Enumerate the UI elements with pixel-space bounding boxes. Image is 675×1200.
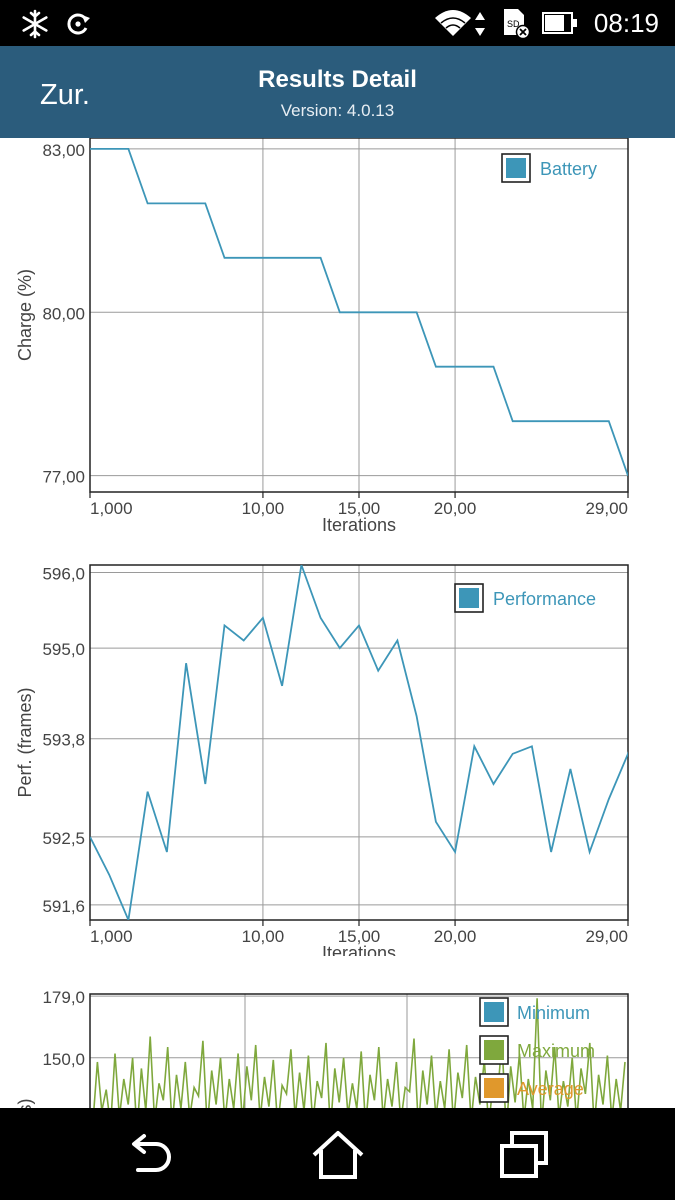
page-title: Results Detail (258, 66, 417, 93)
series-line (90, 565, 628, 920)
plot-frame (89, 564, 629, 921)
y-tick-label: 77,00 (42, 468, 85, 487)
x-tick-label: 1,000 (90, 499, 133, 518)
wifi-icon (435, 10, 471, 36)
y-tick-label: 80,00 (42, 304, 85, 323)
legend-label: Battery (540, 159, 597, 179)
charts-scroll-area[interactable]: 83,00 80,00 77,00 1,000 10,00 15,00 20,00 29,00… (0, 138, 675, 1108)
sd-card-icon: SD (504, 9, 531, 39)
x-tick-label: 29,00 (585, 927, 628, 946)
app-bar: Zur. Results Detail Version: 4.0.13 (0, 46, 675, 138)
performance-chart: 596,0 595,0 593,8 592,5 591,6 1,000 10,00 15,00… (15, 564, 629, 956)
x-tick-label: 20,00 (434, 499, 477, 518)
battery-icon (542, 12, 577, 34)
y-axis-title: Charge (%) (15, 269, 35, 361)
legend-label: Minimum (517, 1003, 590, 1023)
data-arrows-icon (475, 12, 485, 36)
navigation-bar (0, 1108, 675, 1200)
legend-swatch (484, 1078, 504, 1098)
y-tick-label: 591,6 (42, 897, 85, 916)
y-tick-label: 592,5 (42, 829, 85, 848)
plot-frame (89, 993, 629, 1108)
x-tick-label: 1,000 (90, 927, 133, 946)
legend-label: Average (517, 1079, 584, 1099)
sync-icon (67, 13, 90, 35)
x-tick-label: 10,00 (242, 927, 285, 946)
y-tick-label: 596,0 (42, 565, 85, 584)
series-line-maximum (93, 998, 626, 1108)
x-tick-label: 10,00 (242, 499, 285, 518)
svg-text:SD: SD (507, 19, 520, 29)
clock: 08:19 (593, 8, 659, 38)
legend-swatch (484, 1002, 504, 1022)
x-tick-label: 15,00 (338, 499, 381, 518)
x-tick-label: 20,00 (434, 927, 477, 946)
y-tick-label: 593,8 (42, 731, 85, 750)
back-nav-icon[interactable] (122, 1130, 178, 1180)
frame-rate-chart: 179,0 150,0 s) Minimum Maximum Average (15, 988, 629, 1109)
x-tick-label: 15,00 (338, 927, 381, 946)
home-nav-icon[interactable] (310, 1130, 366, 1180)
legend-swatch (459, 588, 479, 608)
version-label: Version: 4.0.13 (280, 101, 395, 120)
y-tick-label: 595,0 (42, 640, 85, 659)
x-axis-title: Iterations (322, 943, 396, 956)
series-line (90, 147, 628, 476)
y-tick-label: 83,00 (42, 141, 85, 160)
x-tick-label: 29,00 (585, 499, 628, 518)
legend-label: Performance (493, 589, 596, 609)
battery-chart: 83,00 80,00 77,00 1,000 10,00 15,00 20,00 29,00… (15, 138, 629, 535)
y-tick-label: 179,0 (42, 988, 85, 1007)
legend-swatch (506, 158, 526, 178)
legend-swatch (484, 1040, 504, 1060)
recent-apps-icon[interactable] (496, 1130, 552, 1180)
status-bar: SD 08:19 (0, 0, 675, 46)
x-axis-title: Iterations (322, 515, 396, 535)
plot-frame (89, 138, 629, 493)
legend-label: Maximum (517, 1041, 595, 1061)
back-button[interactable]: Zur. (40, 79, 90, 111)
snowflake-icon (22, 9, 48, 39)
y-axis-title: Perf. (frames) (15, 687, 35, 797)
y-axis-title: s) (15, 1099, 35, 1109)
y-tick-label: 150,0 (42, 1050, 85, 1069)
